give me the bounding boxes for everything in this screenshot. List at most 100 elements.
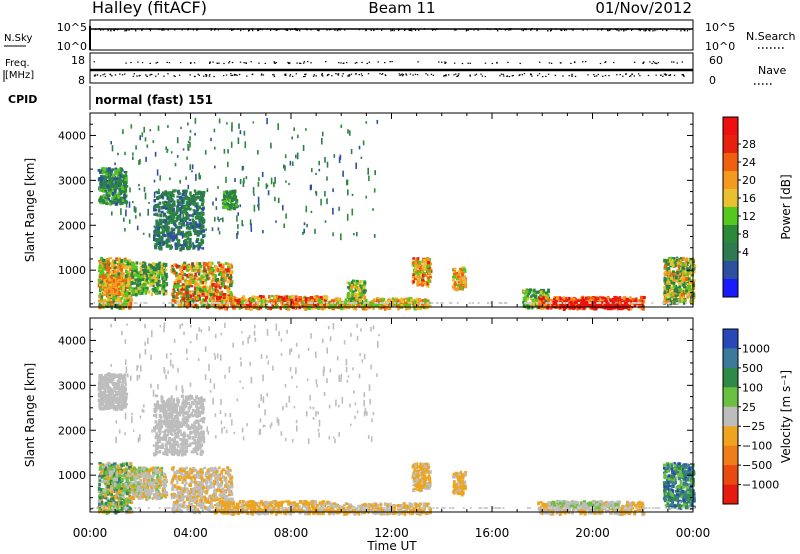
power-cell (574, 303, 578, 307)
nave-point (93, 61, 95, 63)
power-cell (295, 154, 297, 159)
nsearch-label: N.Search (746, 30, 796, 43)
power-cell (684, 287, 689, 291)
nave-point (491, 62, 494, 65)
power-cell (456, 287, 459, 292)
power-cell (555, 296, 560, 300)
power-cell (538, 295, 542, 299)
power-cell (160, 195, 164, 199)
nave-point (338, 62, 340, 64)
power-cell (98, 177, 102, 181)
power-cell (182, 210, 186, 214)
nave-point (547, 73, 550, 75)
power-cell (180, 295, 183, 299)
power-cell (194, 226, 196, 230)
power-cell (262, 303, 266, 307)
power-cell (615, 306, 618, 309)
power-cell (191, 218, 194, 222)
power-cell (280, 295, 283, 300)
power-cell (124, 287, 127, 292)
nsky-point (656, 28, 658, 31)
nsky-point (258, 29, 260, 32)
power-cell (114, 304, 119, 308)
power-cell (134, 278, 137, 281)
power-cell (197, 205, 201, 208)
power-cell (621, 305, 625, 310)
power-cell (175, 264, 179, 269)
nave-point (287, 61, 289, 64)
power-cell (682, 295, 685, 299)
nave-point (536, 74, 539, 77)
power-cell (230, 264, 233, 269)
nsky-point (296, 29, 298, 32)
nave-point (642, 62, 645, 64)
power-cell (108, 187, 112, 192)
nave-point (587, 74, 589, 76)
nave-point (438, 61, 440, 63)
power-cell (408, 303, 411, 307)
nave-point (500, 73, 503, 75)
nsky-point (648, 29, 650, 31)
power-cell (153, 205, 156, 209)
power-cell (541, 301, 545, 304)
nave-point (360, 73, 363, 75)
power-cell (229, 271, 233, 275)
power-cell (116, 198, 120, 203)
power-cell (355, 279, 359, 283)
nave-point (474, 74, 476, 76)
nsky-point (571, 28, 573, 31)
power-cell (182, 197, 186, 202)
nave-point (539, 61, 541, 63)
power-cell (249, 306, 253, 310)
power-cell (109, 298, 113, 302)
nave-point (163, 75, 165, 77)
nave-point (238, 73, 241, 76)
power-cell (197, 195, 201, 200)
power-cell (379, 298, 382, 303)
power-cell (677, 291, 681, 295)
power-cell (153, 213, 157, 216)
nave-point (225, 74, 228, 76)
power-cell (157, 234, 160, 238)
power-cell (180, 288, 184, 291)
freq-tick-high: 18 (71, 54, 85, 67)
power-cell (143, 274, 147, 278)
power-cell (131, 275, 135, 279)
power-cell (427, 269, 431, 273)
nave-point (453, 62, 456, 64)
nave-point (358, 74, 360, 76)
power-cell (175, 278, 179, 282)
nsky-point (477, 29, 479, 31)
power-cell (113, 175, 117, 180)
nsky-point (149, 29, 152, 32)
nave-point (512, 74, 514, 77)
power-cell (201, 247, 205, 250)
nave-point (104, 75, 107, 78)
power-cell (382, 303, 386, 307)
power-cell (155, 238, 159, 242)
power-cell (457, 283, 461, 287)
nave-point (302, 75, 305, 78)
nsky-point (124, 29, 126, 32)
power-cell (127, 278, 131, 283)
power-cell (101, 188, 105, 192)
power-cell (161, 271, 164, 276)
power-cell (176, 137, 179, 144)
nave-point (582, 61, 584, 63)
power-cell (182, 284, 186, 288)
nsky-point (504, 28, 506, 31)
power-cell (325, 296, 329, 300)
power-cell (135, 261, 139, 265)
power-cell (412, 263, 416, 268)
nave-point (616, 74, 618, 76)
power-cell (417, 260, 421, 265)
nsky-point (337, 28, 339, 31)
power-cell (241, 297, 244, 300)
power-cell (160, 263, 163, 268)
power-cell (131, 288, 134, 293)
nave-point (602, 75, 604, 77)
power-cell (185, 296, 190, 301)
power-cell (117, 283, 120, 287)
power-cell (115, 201, 118, 206)
nave-point (541, 75, 544, 78)
